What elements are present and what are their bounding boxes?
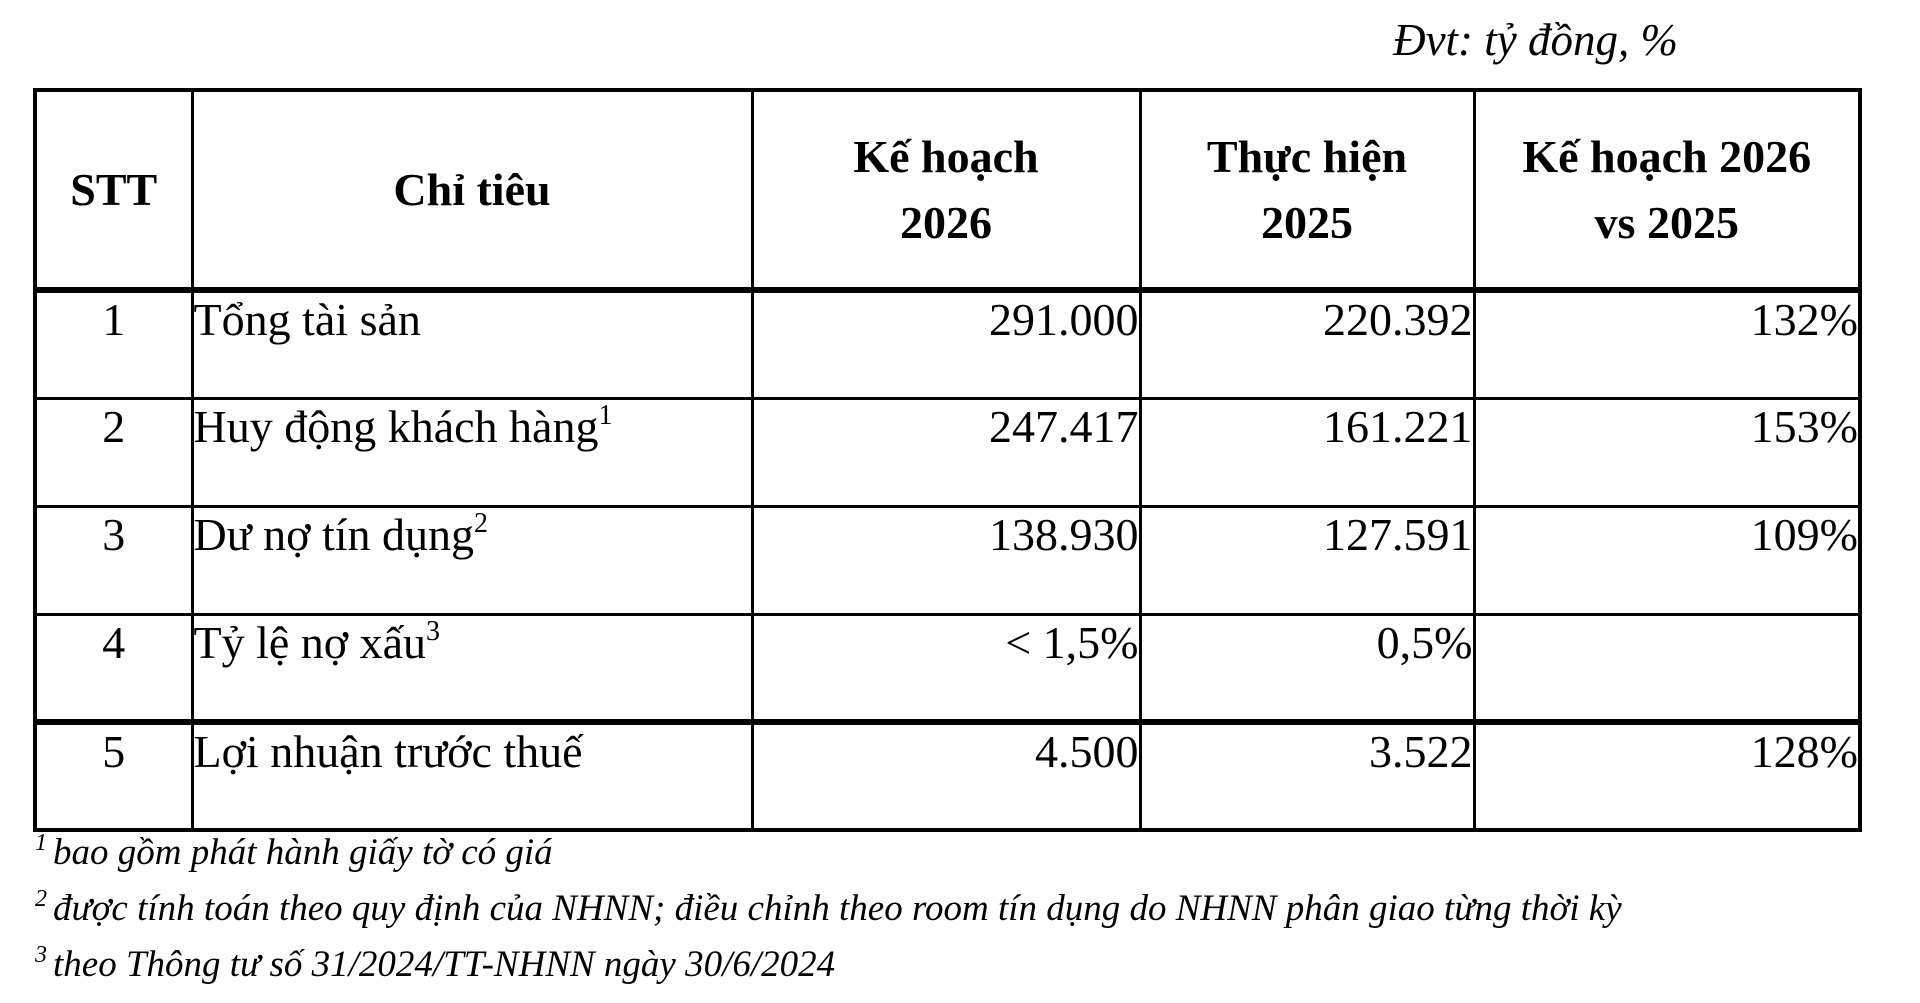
cell-ratio [1472, 612, 1862, 724]
cell-plan: 4.500 [750, 719, 1142, 832]
table-row: 2 Huy động khách hàng1 247.417 161.221 1… [33, 396, 1862, 508]
header-actual-2025: Thực hiện 2025 [1138, 88, 1476, 293]
table-row: 3 Dư nợ tín dụng2 138.930 127.591 109% [33, 504, 1862, 616]
footnote-marker: 2 [35, 886, 47, 913]
cell-label: Tỷ lệ nợ xấu3 [190, 612, 754, 724]
row-label: Dư nợ tín dụng [193, 508, 475, 560]
cell-ratio: 109% [1472, 504, 1862, 616]
row-label-superscript: 3 [426, 615, 441, 647]
row-label: Tổng tài sản [193, 294, 421, 345]
business-plan-table: STT Chỉ tiêu Kế hoạch 2026 Thực hiện 202… [33, 88, 1862, 832]
cell-ratio: 132% [1472, 288, 1862, 400]
footnote: 2 được tính toán theo quy định của NHNN; … [35, 886, 1895, 931]
cell-actual: 127.591 [1138, 504, 1476, 616]
cell-label: Tổng tài sản [190, 288, 754, 400]
cell-ratio: 128% [1472, 719, 1862, 832]
footnote: 3 theo Thông tư số 31/2024/TT-NHNN ngày 3… [35, 942, 1895, 987]
unit-note: Đvt: tỷ đồng, % [1393, 15, 1678, 65]
footnote-marker: 3 [35, 942, 47, 969]
table-header-row: STT Chỉ tiêu Kế hoạch 2026 Thực hiện 202… [33, 88, 1862, 293]
footnote: 1 bao gồm phát hành giấy tờ có giá [35, 830, 1895, 875]
cell-label: Lợi nhuận trước thuế [190, 719, 754, 832]
footnotes: 1 bao gồm phát hành giấy tờ có giá 2 được … [35, 830, 1895, 998]
row-label-superscript: 2 [474, 507, 489, 539]
row-label-superscript: 1 [598, 399, 613, 431]
cell-plan: 138.930 [750, 504, 1142, 616]
cell-actual: 0,5% [1138, 612, 1476, 724]
header-plan-2026: Kế hoạch 2026 [750, 88, 1142, 293]
cell-actual: 220.392 [1138, 288, 1476, 400]
cell-stt: 2 [33, 396, 194, 508]
row-label: Tỷ lệ nợ xấu [193, 616, 427, 668]
table-row: 4 Tỷ lệ nợ xấu3 < 1,5% 0,5% [33, 612, 1862, 724]
cell-stt: 4 [33, 612, 194, 724]
cell-actual: 161.221 [1138, 396, 1476, 508]
cell-label: Huy động khách hàng1 [190, 396, 754, 508]
row-label: Huy động khách hàng [193, 400, 599, 452]
footnote-text: được tính toán theo quy định của NHNN; đ… [53, 888, 1622, 930]
footnote-text: theo Thông tư số 31/2024/TT-NHNN ngày 30… [53, 944, 836, 986]
cell-label: Dư nợ tín dụng2 [190, 504, 754, 616]
cell-stt: 1 [33, 288, 194, 400]
cell-stt: 3 [33, 504, 194, 616]
header-chi-tieu: Chỉ tiêu [190, 88, 754, 293]
cell-plan: 247.417 [750, 396, 1142, 508]
cell-plan: < 1,5% [750, 612, 1142, 724]
cell-actual: 3.522 [1138, 719, 1476, 832]
cell-ratio: 153% [1472, 396, 1862, 508]
table-row: 1 Tổng tài sản 291.000 220.392 132% [33, 288, 1862, 400]
cell-plan: 291.000 [750, 288, 1142, 400]
footnote-text: bao gồm phát hành giấy tờ có giá [53, 832, 553, 873]
header-stt: STT [33, 88, 194, 293]
header-ratio: Kế hoạch 2026 vs 2025 [1472, 88, 1862, 293]
row-label: Lợi nhuận trước thuế [193, 726, 583, 777]
cell-stt: 5 [33, 719, 194, 832]
table-row: 5 Lợi nhuận trước thuế 4.500 3.522 128% [33, 719, 1862, 832]
footnote-marker: 1 [35, 830, 47, 856]
